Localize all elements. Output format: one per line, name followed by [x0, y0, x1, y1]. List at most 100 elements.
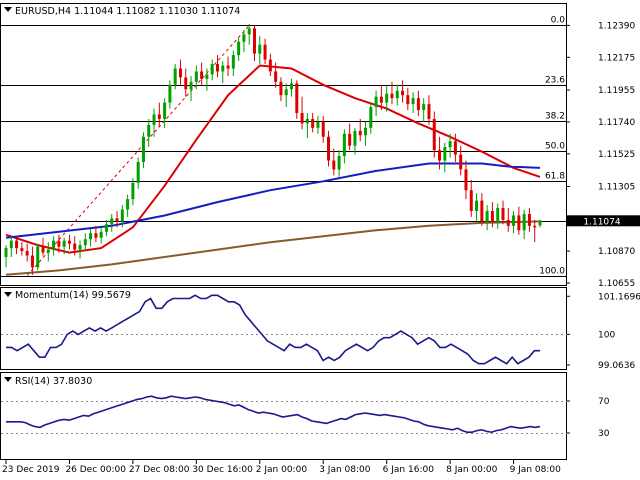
candle-body — [258, 44, 262, 54]
candle — [284, 83, 288, 108]
candle — [416, 90, 420, 116]
candle — [395, 84, 399, 106]
fib-level-label: 50.0 — [545, 142, 565, 152]
candle — [252, 25, 256, 62]
candle-body — [316, 121, 320, 128]
candle — [57, 234, 61, 253]
axis-tick-label: 30 — [598, 429, 610, 439]
price-tick-label: 1.11740 — [598, 118, 635, 128]
candle — [379, 84, 383, 111]
candle — [147, 118, 151, 148]
candle — [268, 53, 272, 76]
candle — [327, 130, 331, 167]
candle-body — [284, 89, 288, 96]
candle — [258, 35, 262, 65]
main-pane-frame — [0, 3, 567, 286]
candle — [390, 81, 394, 105]
candle — [290, 78, 294, 97]
candle — [163, 98, 167, 128]
candle — [25, 243, 29, 262]
candle — [305, 113, 309, 139]
time-tick-label: 26 Dec 00:00 — [65, 465, 126, 475]
candle — [83, 233, 87, 252]
candle-body — [332, 160, 336, 170]
candle — [279, 77, 283, 102]
fib-level-label: 100.0 — [539, 267, 565, 277]
candle-body — [168, 84, 172, 103]
time-tick-label: 3 Jan 08:00 — [319, 465, 371, 475]
candle-body — [438, 150, 442, 161]
candle — [464, 160, 468, 200]
candle — [168, 80, 172, 109]
candle-body — [480, 200, 484, 222]
rsi-title: RSI(14) 37.8030 — [15, 376, 92, 387]
candle-body — [152, 114, 156, 125]
candle-body — [136, 162, 140, 183]
candle-body — [94, 233, 98, 238]
dropdown-triangle-icon — [4, 7, 12, 12]
candle — [78, 240, 82, 259]
candle — [263, 38, 267, 65]
candle — [178, 59, 182, 85]
candle-body — [533, 225, 537, 228]
candle — [9, 236, 13, 258]
candle-body — [247, 28, 251, 35]
candle — [364, 121, 368, 146]
fib-level-label: 38.2 — [545, 112, 565, 122]
candle-body — [443, 147, 447, 161]
candle-body — [290, 83, 294, 90]
candle — [194, 65, 198, 90]
candle-body — [390, 93, 394, 99]
candle-body — [99, 231, 103, 238]
candle — [126, 194, 130, 217]
candle — [427, 95, 431, 125]
candle-body — [83, 239, 87, 246]
candle — [274, 62, 278, 88]
candle-body — [215, 64, 219, 72]
candle — [30, 246, 34, 275]
candle — [210, 59, 214, 81]
fib-level-label: 0.0 — [551, 16, 566, 26]
candle-body — [512, 215, 516, 226]
candle-body — [522, 213, 526, 231]
fib-trend-line — [26, 25, 250, 276]
candle — [242, 29, 246, 53]
candle-body — [62, 240, 66, 247]
fib-level-label: 61.8 — [545, 172, 565, 182]
candle — [152, 108, 156, 137]
candle-body — [427, 104, 431, 119]
momentum-pane-frame — [0, 287, 567, 370]
candle-body — [9, 240, 13, 249]
candle — [94, 225, 98, 243]
candle — [353, 127, 357, 155]
candle-body — [57, 240, 61, 247]
candle-body — [184, 77, 188, 90]
candle — [448, 133, 452, 158]
candle-body — [469, 190, 473, 211]
candle-body — [36, 246, 40, 268]
candle — [485, 205, 489, 231]
candle-body — [517, 215, 521, 231]
price-tick-label: 1.10655 — [598, 279, 635, 289]
candle — [221, 61, 225, 84]
candle — [89, 228, 93, 247]
candle-body — [226, 65, 230, 69]
candle-body — [300, 113, 304, 124]
candle — [157, 102, 161, 127]
candle-body — [422, 104, 426, 111]
candle-body — [490, 210, 494, 222]
candle-body — [231, 55, 235, 69]
candle-body — [25, 251, 29, 256]
candle-body — [4, 248, 8, 258]
candle — [136, 157, 140, 189]
candle — [501, 200, 505, 225]
price-tick-label: 1.12175 — [598, 53, 635, 63]
candle-body — [416, 98, 420, 111]
candle — [141, 132, 145, 168]
candle — [300, 96, 304, 130]
candle-body — [342, 133, 346, 157]
candle-body — [173, 68, 177, 85]
candle-body — [110, 218, 114, 225]
momentum-line — [6, 294, 540, 365]
